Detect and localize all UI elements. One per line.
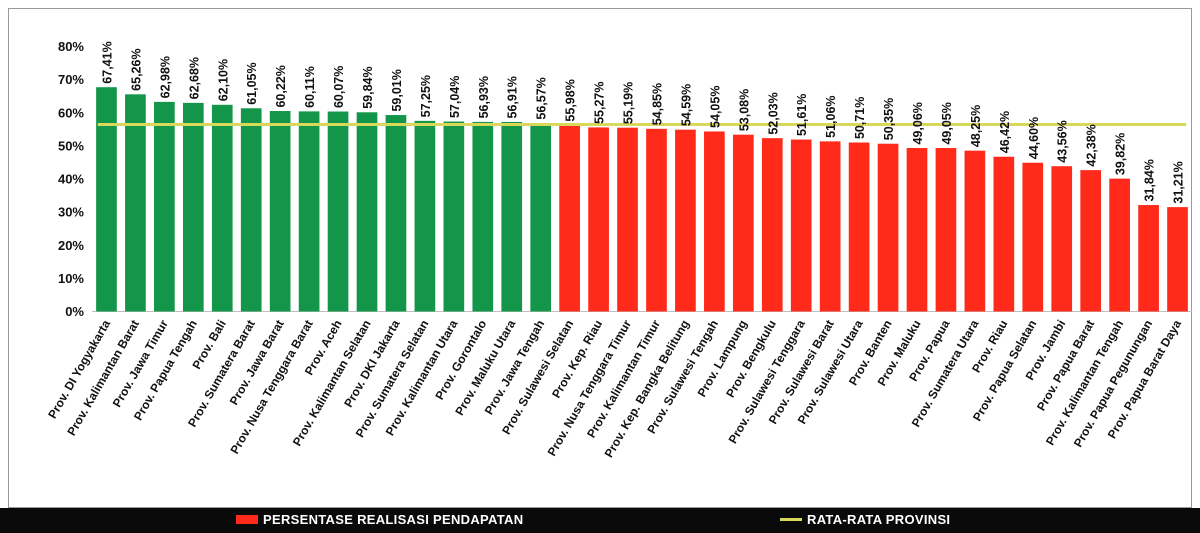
bar xyxy=(559,125,580,312)
value-label: 55,27% xyxy=(593,82,607,124)
value-label: 56,91% xyxy=(506,76,520,118)
value-label: 54,05% xyxy=(708,86,722,128)
value-label: 43,56% xyxy=(1056,120,1070,162)
value-label: 60,07% xyxy=(332,66,346,108)
value-label: 55,19% xyxy=(622,82,636,124)
bar xyxy=(154,101,175,312)
value-label: 54,59% xyxy=(679,84,693,126)
bar xyxy=(646,128,667,312)
value-label: 50,71% xyxy=(853,97,867,139)
value-label: 59,01% xyxy=(390,69,404,111)
bar xyxy=(1109,178,1130,312)
bar xyxy=(211,104,233,312)
y-tick-label: 80% xyxy=(58,39,84,54)
bar xyxy=(1080,170,1102,312)
bar xyxy=(906,147,928,312)
value-label: 52,03% xyxy=(766,92,780,134)
value-label: 67,41% xyxy=(100,41,114,83)
value-label: 62,68% xyxy=(187,57,201,99)
legend-bar-swatch xyxy=(236,515,258,524)
bar xyxy=(443,121,465,312)
bar xyxy=(588,127,609,312)
value-label: 56,93% xyxy=(477,76,491,118)
bar xyxy=(761,138,783,312)
value-label: 39,82% xyxy=(1114,133,1128,175)
bar xyxy=(877,143,899,312)
legend-bar-label: PERSENTASE REALISASI PENDAPATAN xyxy=(263,512,524,527)
value-label: 48,25% xyxy=(969,105,983,147)
value-label: 51,06% xyxy=(824,95,838,137)
bar xyxy=(472,121,494,312)
bar xyxy=(269,111,291,312)
bar xyxy=(964,150,986,312)
bar xyxy=(935,148,957,312)
value-label: 59,84% xyxy=(361,66,375,108)
y-tick-label: 50% xyxy=(58,138,84,153)
value-label: 49,05% xyxy=(940,102,954,144)
value-label: 31,21% xyxy=(1172,161,1186,203)
value-label: 61,05% xyxy=(245,62,259,104)
bar xyxy=(125,94,146,312)
value-label: 56,57% xyxy=(535,77,549,119)
bar xyxy=(385,115,407,312)
bar xyxy=(298,111,320,312)
value-label: 31,84% xyxy=(1143,159,1157,201)
value-label: 62,10% xyxy=(216,59,230,101)
y-tick-label: 40% xyxy=(58,172,84,187)
bar xyxy=(675,129,696,312)
legend-line-label: RATA-RATA PROVINSI xyxy=(807,512,951,527)
value-label: 60,22% xyxy=(274,65,288,107)
bar xyxy=(1138,205,1159,312)
value-label: 62,98% xyxy=(158,56,172,98)
value-label: 65,26% xyxy=(129,48,143,90)
legend: PERSENTASE REALISASI PENDAPATAN RATA-RAT… xyxy=(0,508,1200,533)
y-tick-label: 10% xyxy=(58,271,84,286)
bar xyxy=(414,120,436,312)
bar xyxy=(240,108,262,312)
y-axis: 0% 10% 20% 30% 40% 50% 60% 70% 80% xyxy=(58,39,1192,319)
bar xyxy=(501,121,523,312)
value-label: 57,04% xyxy=(448,76,462,118)
y-tick-label: 70% xyxy=(58,72,84,87)
bar xyxy=(1022,162,1044,312)
value-label: 54,85% xyxy=(650,83,664,125)
bar xyxy=(1051,166,1073,312)
value-label: 55,98% xyxy=(564,79,578,121)
value-label: 60,11% xyxy=(303,66,317,108)
bar-chart: 0%10%20%30%40%50%60%70%80% 67,41% 65,26% 6… xyxy=(45,39,1192,460)
plot-border xyxy=(8,8,1192,508)
bar xyxy=(819,141,841,312)
bars xyxy=(96,87,1188,312)
bar xyxy=(617,127,638,312)
bar xyxy=(96,87,117,312)
value-label: 46,42% xyxy=(998,111,1012,153)
bar xyxy=(732,134,754,312)
y-tick-label: 20% xyxy=(58,238,84,253)
bar xyxy=(993,156,1015,312)
value-label: 53,08% xyxy=(737,89,751,131)
value-label: 44,60% xyxy=(1027,117,1041,159)
y-tick-label: 0% xyxy=(65,304,84,319)
legend-line-swatch xyxy=(780,518,802,521)
y-tick-label: 60% xyxy=(58,105,84,120)
bar xyxy=(848,142,870,312)
y-tick-label: 30% xyxy=(58,205,84,220)
bar xyxy=(530,123,552,312)
legend-item-bars: PERSENTASE REALISASI PENDAPATAN xyxy=(236,512,523,527)
legend-item-average: RATA-RATA PROVINSI xyxy=(780,512,950,527)
value-label: 57,25% xyxy=(419,75,433,117)
value-label: 49,06% xyxy=(911,102,925,144)
bar xyxy=(790,139,812,312)
bar xyxy=(704,131,725,312)
bar xyxy=(356,112,378,312)
bar xyxy=(327,111,349,312)
value-label: 51,61% xyxy=(795,94,809,136)
value-label: 42,38% xyxy=(1085,124,1099,166)
value-labels: 67,41% 65,26% 62,98% 62,68% 62,10% 61,05% 60,2… xyxy=(100,41,1185,203)
bar xyxy=(1167,207,1188,312)
bar xyxy=(182,102,204,312)
value-label: 50,35% xyxy=(882,98,896,140)
